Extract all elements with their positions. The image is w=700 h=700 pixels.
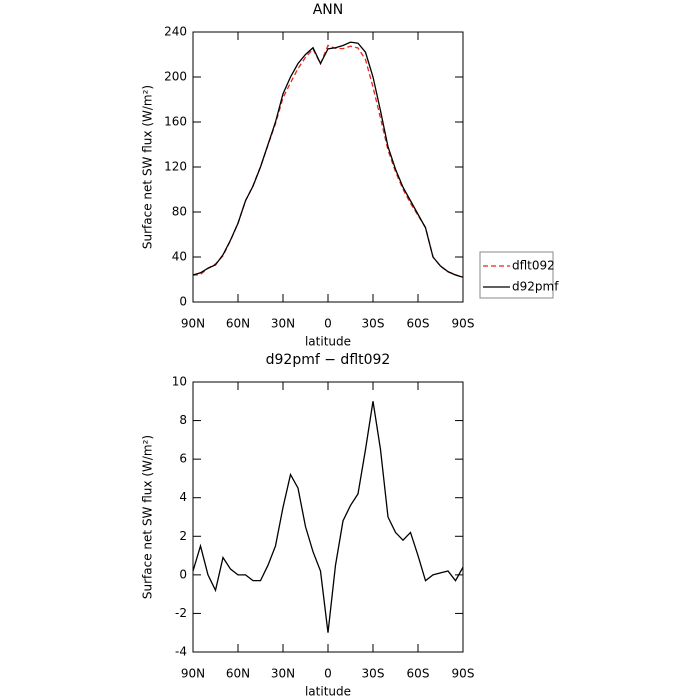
x-tick-label: 30N [271, 317, 295, 331]
x-axis-label: latitude [305, 335, 351, 349]
y-tick-label: 160 [164, 115, 187, 129]
y-tick-label: 0 [179, 567, 187, 581]
x-tick-label: 30S [362, 317, 385, 331]
series-line [192, 401, 464, 633]
legend-label: d92pmf [512, 280, 559, 294]
title: ANN [313, 2, 344, 18]
x-axis-label: latitude [305, 685, 351, 699]
y-tick-label: 200 [164, 70, 187, 84]
x-tick-label: 90S [452, 667, 475, 681]
y-axis-label: Surface net SW flux (W/m²) [141, 435, 155, 599]
x-tick-label: 60N [226, 667, 250, 681]
y-tick-label: 80 [172, 205, 187, 219]
title: d92pmf − dflt092 [266, 352, 391, 368]
y-tick-label: -4 [175, 645, 187, 659]
x-tick-label: 30S [362, 667, 385, 681]
x-tick-label: 30N [271, 667, 295, 681]
x-tick-label: 0 [324, 667, 332, 681]
y-tick-label: 4 [179, 490, 187, 504]
y-tick-label: 10 [172, 375, 187, 389]
y-tick-label: 240 [164, 25, 187, 39]
x-tick-label: 90N [181, 667, 205, 681]
y-tick-label: 2 [179, 529, 187, 543]
x-tick-label: 60N [226, 317, 250, 331]
plot-frame [192, 31, 464, 303]
legend-box [479, 251, 554, 299]
y-tick-label: 8 [179, 413, 187, 427]
y-tick-label: -2 [175, 606, 187, 620]
x-tick-label: 60S [407, 667, 430, 681]
x-tick-label: 60S [407, 317, 430, 331]
y-tick-label: 120 [164, 160, 187, 174]
y-tick-label: 0 [179, 295, 187, 309]
x-tick-label: 90S [452, 317, 475, 331]
y-tick-label: 40 [172, 250, 187, 264]
series-line [192, 41, 464, 278]
y-tick-label: 6 [179, 452, 187, 466]
plot-frame [192, 381, 464, 653]
series-line [192, 44, 464, 279]
x-tick-label: 90N [181, 317, 205, 331]
legend-label: dflt092 [512, 259, 555, 273]
y-axis-label: Surface net SW flux (W/m²) [141, 85, 155, 249]
x-tick-label: 0 [324, 317, 332, 331]
